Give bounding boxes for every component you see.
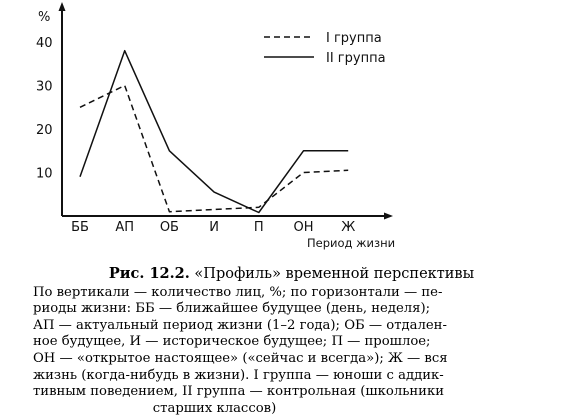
caption-line: По вертикали — количество лиц, %; по гор… (33, 284, 443, 300)
caption-body: По вертикали — количество лиц, %; по гор… (0, 284, 448, 417)
x-tick-label: АП (115, 220, 134, 235)
figure-title: Рис. 12.2. «Профиль» временной перспекти… (0, 265, 583, 283)
caption-line: тивным поведением, II группа — контрольн… (33, 384, 445, 400)
time-perspective-chart: 10 20 30 40 ББ АП ОБ И П ОН Ж I группа II группа %… (36, 2, 395, 250)
caption-line: ОН — «открытое настоящее» («сейчас и все… (33, 350, 448, 366)
legend-label: II группа (326, 51, 386, 66)
x-tick-label: Ж (341, 220, 355, 235)
y-axis-arrow (58, 2, 66, 11)
caption-line: жизнь (когда-нибудь в жизни). I группа —… (33, 367, 444, 383)
x-axis-arrow (384, 212, 393, 220)
caption-line: ное будущее, И — историческое будущее; П… (33, 334, 431, 350)
figure-caption: Рис. 12.2. «Профиль» временной перспекти… (0, 265, 583, 417)
figure-number: Рис. 12.2. (108, 265, 190, 282)
figure-title-text: «Профиль» временной перспективы (194, 266, 475, 282)
y-tick-label: 20 (36, 123, 53, 138)
x-tick-label: ОН (293, 220, 313, 235)
y-axis-label: % (38, 10, 50, 25)
y-tick-label: 10 (36, 167, 53, 182)
x-tick-label: И (209, 220, 219, 235)
x-category-labels: ББ АП ОБ И П ОН Ж (71, 220, 355, 235)
chart-axes (58, 2, 393, 220)
x-tick-label: ББ (71, 220, 89, 235)
caption-line: старших классов) (152, 400, 277, 416)
chart-legend: I группа II группа (264, 31, 386, 66)
legend-label: I группа (326, 31, 382, 46)
caption-line: риоды жизни: ББ — ближайшее будущее (ден… (33, 301, 431, 317)
chart-series (79, 49, 349, 214)
y-tick-label: 40 (36, 36, 53, 51)
caption-line: АП — актуальный период жизни (1–2 года);… (33, 317, 447, 333)
x-tick-label: П (254, 220, 264, 235)
series-line-group-2 (79, 49, 349, 214)
x-axis-label: Период жизни (307, 236, 395, 250)
x-tick-label: ОБ (160, 220, 179, 235)
y-tick-label: 30 (36, 80, 53, 95)
y-tick-labels: 10 20 30 40 (36, 36, 53, 182)
